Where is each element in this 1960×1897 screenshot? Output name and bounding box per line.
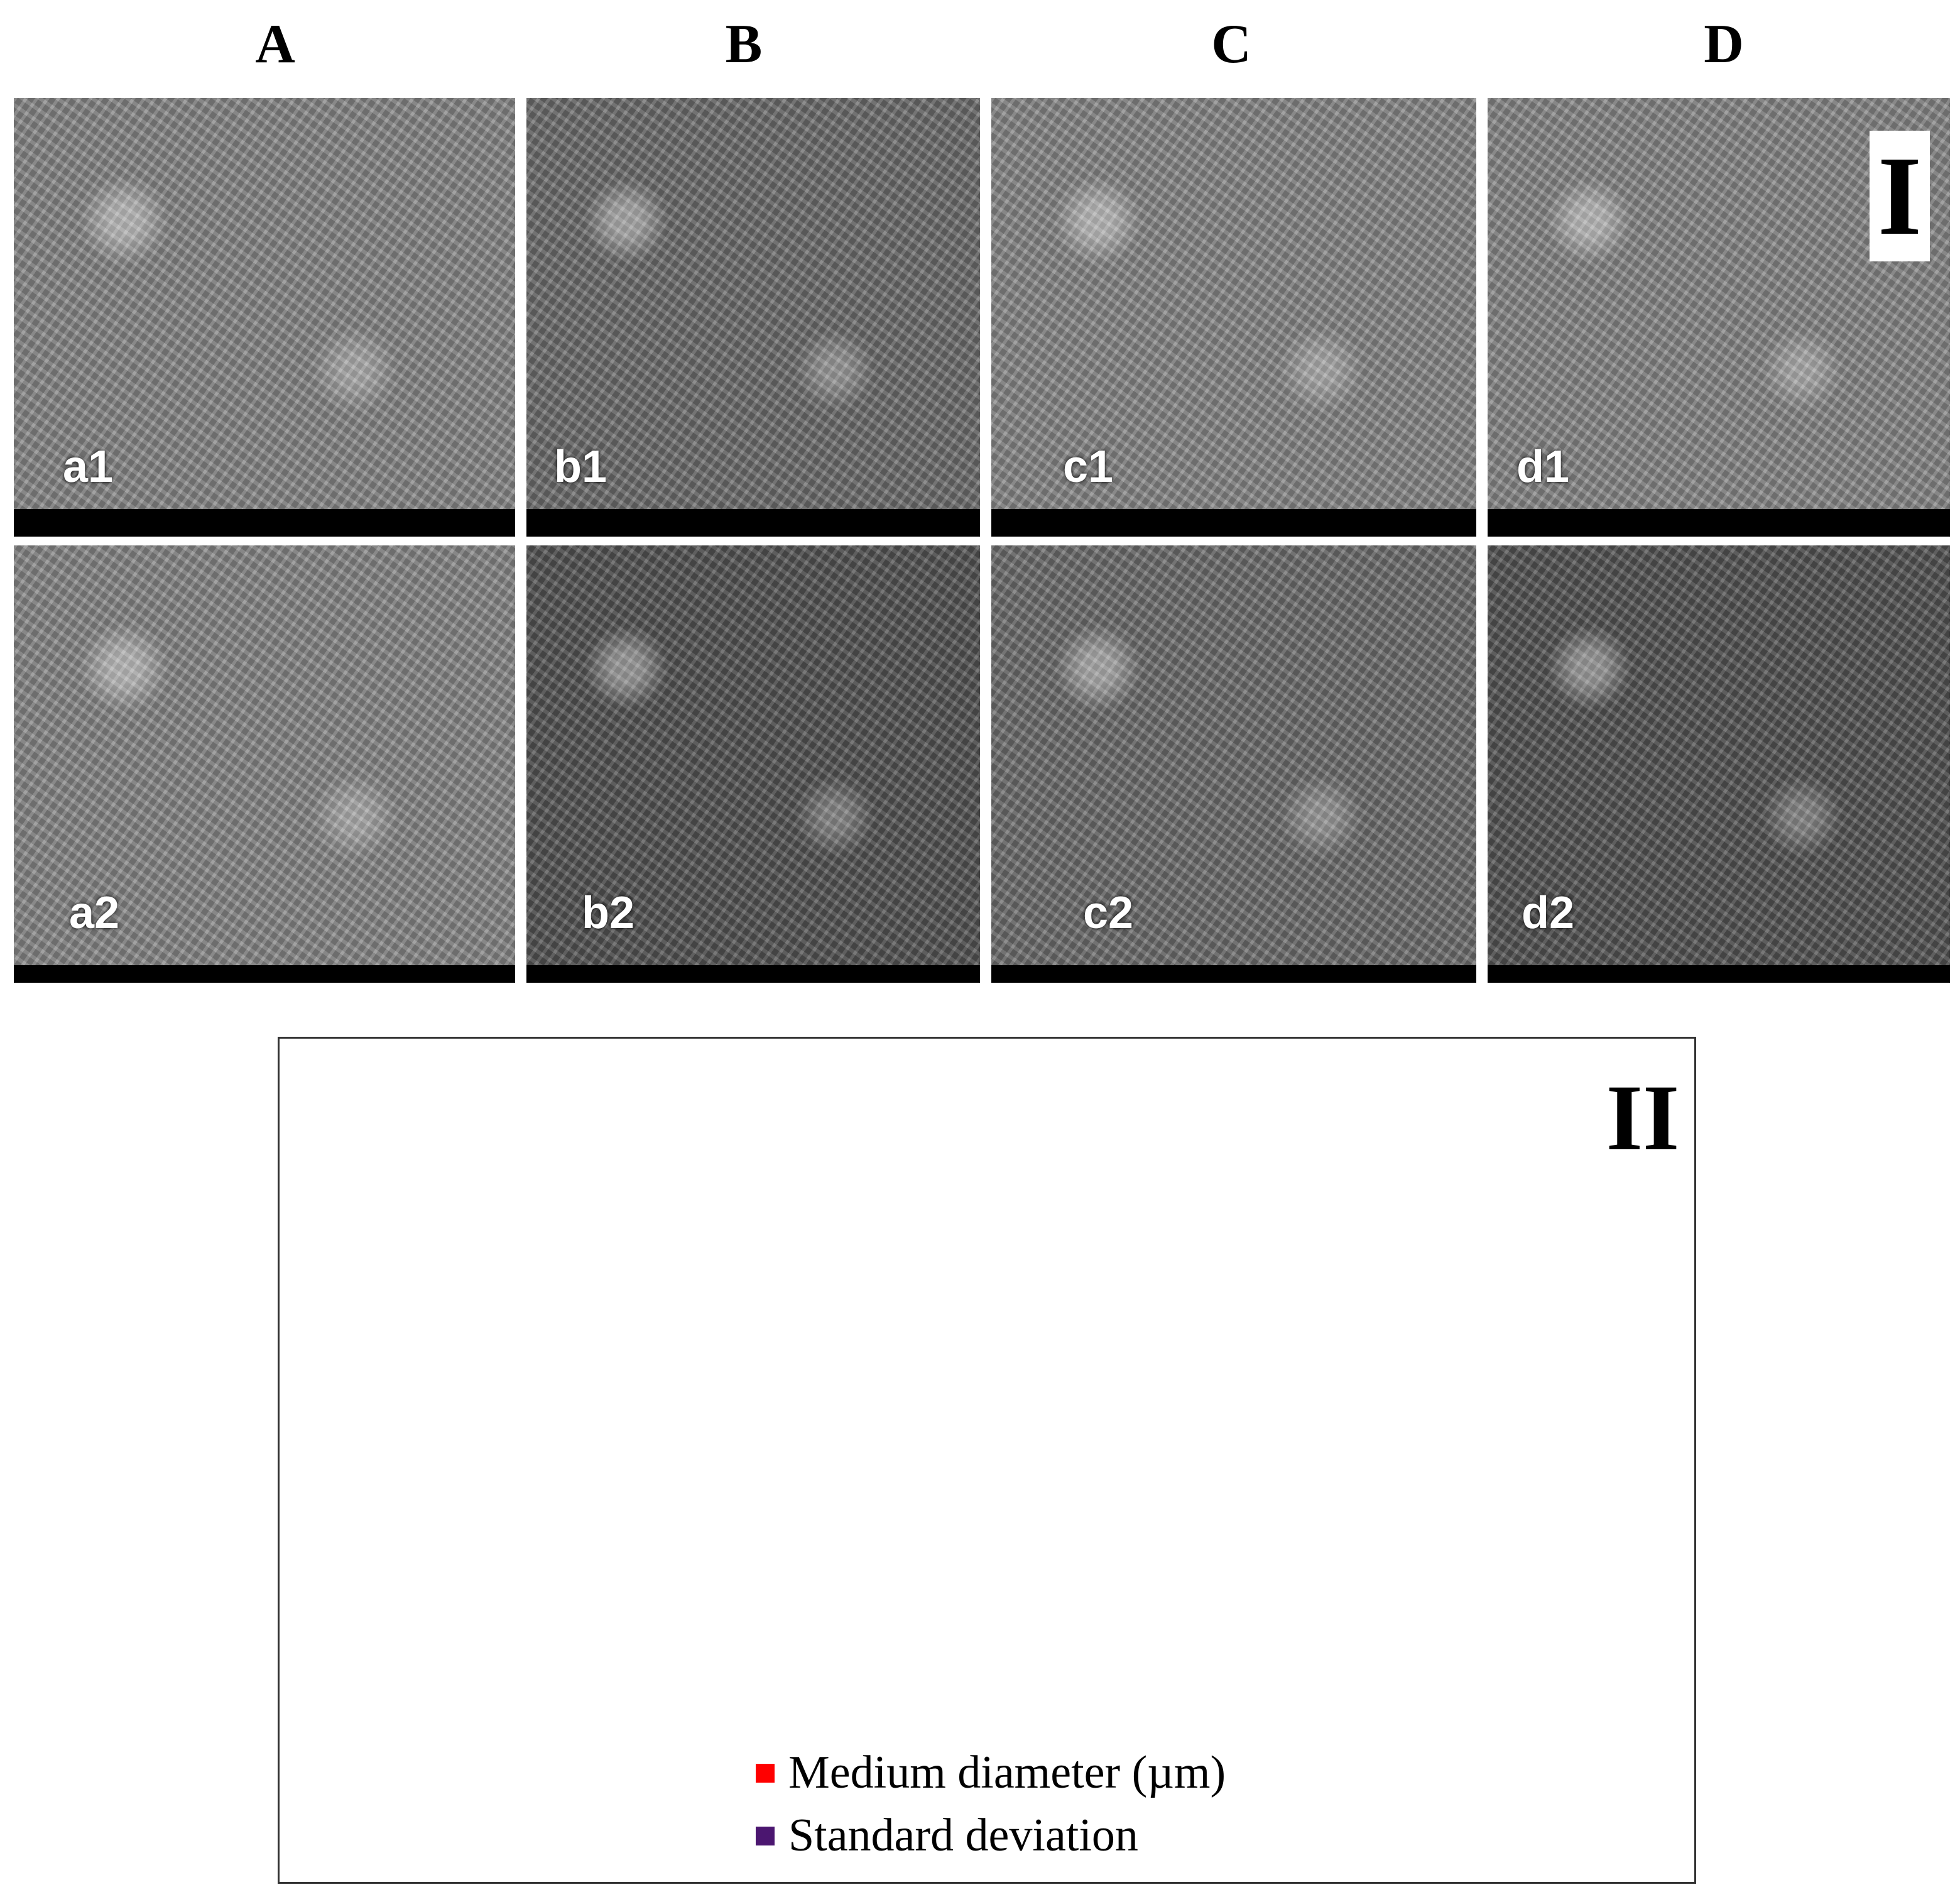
micrograph-label: d1 bbox=[1516, 442, 1570, 492]
micrograph-b2: b2 bbox=[526, 545, 980, 983]
column-header-b: B bbox=[725, 14, 763, 75]
micrograph-c1: c1 bbox=[991, 98, 1476, 537]
scale-bar-strip bbox=[1488, 965, 1950, 983]
legend-label: Medium diameter (µm) bbox=[788, 1747, 1226, 1798]
scale-bar-strip bbox=[1488, 509, 1950, 537]
scale-bar-strip bbox=[526, 509, 980, 537]
scale-bar-strip bbox=[14, 509, 515, 537]
micrograph-label: a2 bbox=[69, 888, 120, 938]
scale-bar-strip bbox=[526, 965, 980, 983]
micrograph-label: b2 bbox=[582, 888, 635, 938]
micrograph-a2: a2 bbox=[14, 545, 515, 983]
legend-swatch bbox=[756, 1764, 775, 1783]
scale-bar-strip bbox=[991, 965, 1476, 983]
micrograph-label: c1 bbox=[1063, 442, 1114, 492]
legend-swatch bbox=[756, 1827, 775, 1845]
column-header-a: A bbox=[255, 14, 295, 75]
chart-frame: 0.002.004.006.008.0010.0012.0014.00 7.65… bbox=[278, 1037, 1696, 1884]
column-header-d: D bbox=[1704, 14, 1744, 75]
micrograph-b1: b1 bbox=[526, 98, 980, 537]
micrograph-a1: a1 bbox=[14, 98, 515, 537]
micrograph-label: b1 bbox=[554, 442, 607, 492]
column-header-c: C bbox=[1211, 14, 1251, 75]
panel-mark-ii: II bbox=[1606, 1066, 1680, 1170]
micrograph-label: a1 bbox=[63, 442, 114, 492]
micrograph-c2: c2 bbox=[991, 545, 1476, 983]
scale-bar-strip bbox=[14, 965, 515, 983]
legend-label: Standard deviation bbox=[788, 1810, 1138, 1861]
scale-bar-strip bbox=[991, 509, 1476, 537]
micrograph-d2: d2 bbox=[1488, 545, 1950, 983]
bar-chart: 0.002.004.006.008.0010.0012.0014.00 7.65… bbox=[756, 1066, 1680, 1861]
micrograph-label: d2 bbox=[1522, 888, 1575, 938]
micrograph-label: c2 bbox=[1083, 888, 1134, 938]
panel-mark-i: I bbox=[1870, 131, 1930, 261]
